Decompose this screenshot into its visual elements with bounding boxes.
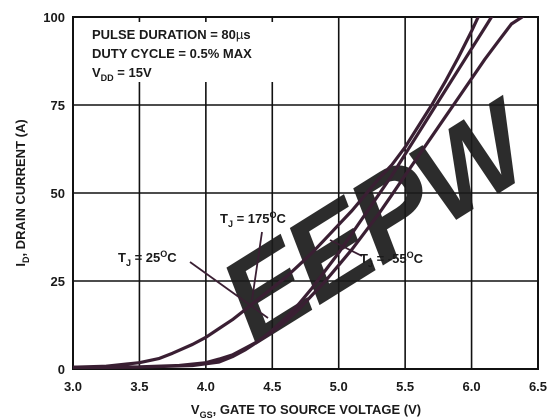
curve-minus55c <box>73 17 494 369</box>
x-tick-label: 5.0 <box>330 379 348 394</box>
y-tick-label: 100 <box>43 10 65 25</box>
grid <box>72 16 539 370</box>
y-tick-labels: 0 25 50 75 100 <box>43 10 65 377</box>
leader-lines <box>189 231 363 319</box>
y-tick-label: 25 <box>51 274 65 289</box>
conditions-box: PULSE DURATION = 80µs DUTY CYCLE = 0.5% … <box>84 22 294 83</box>
x-tick-label: 5.5 <box>396 379 414 394</box>
curves <box>73 17 524 369</box>
condition-pulse: PULSE DURATION = 80µs <box>92 27 251 42</box>
series-label-175c: TJ = 175OC <box>220 210 287 229</box>
x-tick-label: 3.0 <box>64 379 82 394</box>
y-tick-label: 50 <box>51 186 65 201</box>
y-tick-label: 0 <box>58 362 65 377</box>
y-axis-label: ID, DRAIN CURRENT (A) <box>13 119 31 266</box>
leader-line-25c <box>189 261 269 319</box>
x-tick-labels: 3.0 3.5 4.0 4.5 5.0 5.5 6.0 6.5 <box>64 379 547 394</box>
condition-duty: DUTY CYCLE = 0.5% MAX <box>92 46 252 61</box>
x-tick-label: 4.0 <box>197 379 215 394</box>
curve-25c <box>73 17 480 369</box>
series-label-minus55c: TJ = -55OC <box>360 250 424 269</box>
leader-line-175c <box>251 231 263 301</box>
x-tick-label: 3.5 <box>130 379 148 394</box>
plot-frame <box>72 16 539 370</box>
y-tick-label: 75 <box>51 98 65 113</box>
x-axis-label: VGS, GATE TO SOURCE VOLTAGE (V) <box>191 402 421 419</box>
leader-line-minus55c <box>329 239 363 257</box>
series-label-25c: TJ = 25OC <box>118 249 177 268</box>
condition-vdd: VDD = 15V <box>92 65 152 83</box>
x-tick-label: 6.0 <box>463 379 481 394</box>
x-tick-label: 6.5 <box>529 379 547 394</box>
curve-175c <box>73 17 524 369</box>
x-tick-label: 4.5 <box>263 379 281 394</box>
